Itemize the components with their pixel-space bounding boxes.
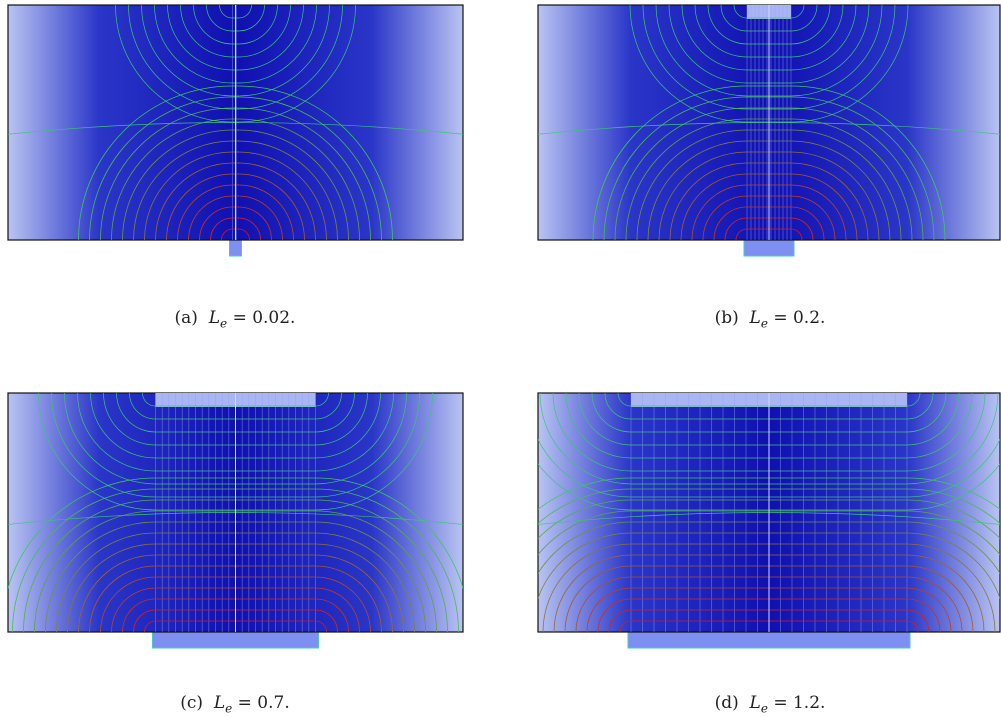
caption-subscript: e <box>760 316 768 331</box>
caption-subscript: e <box>225 701 233 716</box>
caption-symbol: L <box>749 308 761 328</box>
caption-label: (c) <box>180 693 204 713</box>
field-panel <box>537 392 1001 649</box>
caption-label: (d) <box>714 693 739 713</box>
caption: (a) Le = 0.02. <box>175 308 296 330</box>
caption-label: (a) <box>174 308 198 328</box>
caption-label: (b) <box>714 308 739 328</box>
caption-value: = 1.2. <box>773 693 826 713</box>
caption-value: = 0.2. <box>773 308 826 328</box>
caption-subscript: e <box>220 316 228 331</box>
contours <box>538 393 1000 632</box>
contours <box>8 393 463 632</box>
caption-symbol: L <box>749 693 761 713</box>
field-panel <box>7 392 464 649</box>
caption-symbol: L <box>208 308 221 328</box>
field-panel <box>7 4 464 257</box>
caption: (b) Le = 0.2. <box>715 308 826 330</box>
caption: (d) Le = 1.2. <box>715 693 826 715</box>
electrode <box>152 631 319 649</box>
caption-value: = 0.7. <box>237 693 290 713</box>
electrode <box>743 239 795 257</box>
contours <box>538 5 1000 240</box>
caption-subscript: e <box>760 701 768 716</box>
contours <box>8 5 463 240</box>
electrode <box>627 631 911 649</box>
caption: (c) Le = 0.7. <box>180 693 290 715</box>
caption-value: = 0.02. <box>232 308 296 328</box>
field-panel <box>537 4 1001 257</box>
electrode <box>229 239 242 257</box>
caption-symbol: L <box>213 693 226 713</box>
